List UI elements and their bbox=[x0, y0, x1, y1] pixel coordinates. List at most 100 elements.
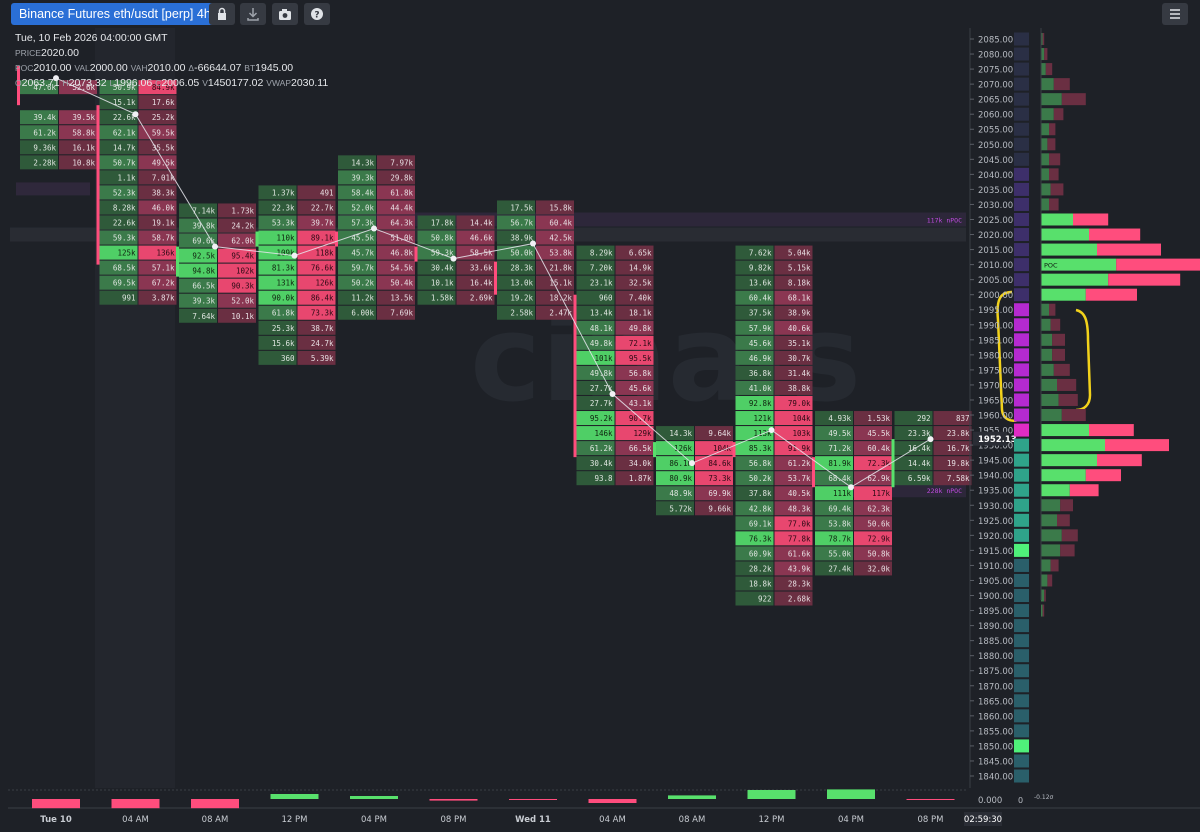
help-icon[interactable]: ? bbox=[304, 3, 330, 25]
buy-volume-label: 10.1k bbox=[431, 279, 454, 288]
sell-cell bbox=[297, 260, 336, 275]
sell-volume-label: 77.8k bbox=[788, 534, 811, 543]
download-icon[interactable] bbox=[240, 3, 266, 25]
buy-volume-label: 5.72k bbox=[669, 504, 692, 513]
buy-volume-label: 81.3k bbox=[272, 264, 295, 273]
candle-body bbox=[414, 246, 418, 262]
sell-volume-label: 24.7k bbox=[311, 339, 334, 348]
sell-cell bbox=[297, 275, 336, 290]
buy-cell bbox=[815, 516, 853, 531]
sell-volume-label: 95.5k bbox=[629, 354, 652, 363]
buy-volume-label: 131k bbox=[276, 279, 295, 288]
profile-sell-bar bbox=[1044, 48, 1048, 61]
lock-icon[interactable] bbox=[209, 3, 235, 25]
buy-cell bbox=[894, 411, 933, 426]
buy-volume-label: 86.1k bbox=[669, 459, 692, 468]
heat-cell bbox=[1014, 724, 1029, 738]
buy-cell bbox=[735, 365, 774, 380]
sell-cell bbox=[456, 275, 495, 290]
buy-cell bbox=[338, 305, 376, 320]
buy-cell bbox=[735, 245, 774, 260]
sell-cell bbox=[377, 305, 415, 320]
menu-icon[interactable] bbox=[1162, 3, 1188, 25]
time-tick-label: 04 AM bbox=[122, 815, 149, 825]
vwap-point bbox=[848, 484, 854, 491]
sell-cell bbox=[774, 411, 813, 426]
sell-cell bbox=[138, 215, 177, 230]
sell-cell bbox=[615, 335, 654, 350]
profile-sell-bar bbox=[1053, 108, 1064, 121]
sell-cell bbox=[138, 110, 177, 125]
buy-volume-label: 61.2k bbox=[33, 128, 56, 137]
vwap-point bbox=[768, 427, 775, 434]
sell-volume-label: 2.68k bbox=[788, 595, 811, 604]
buy-volume-label: 292 bbox=[917, 414, 931, 423]
sell-volume-label: 76.6k bbox=[311, 264, 334, 273]
time-tick-label: 08 PM bbox=[441, 815, 467, 825]
vwap-point bbox=[450, 255, 457, 262]
buy-cell bbox=[99, 260, 138, 275]
candle-body bbox=[176, 246, 179, 277]
heat-cell bbox=[1014, 423, 1029, 437]
sell-cell bbox=[774, 365, 813, 380]
price-tick-label: 1995.00 bbox=[978, 306, 1013, 316]
vwap-point bbox=[689, 460, 695, 467]
price-tick-label: 1940.00 bbox=[978, 472, 1013, 482]
sell-cell bbox=[615, 380, 654, 395]
profile-buy-bar bbox=[1041, 228, 1089, 241]
buy-cell bbox=[815, 501, 853, 516]
buy-volume-label: 1.1k bbox=[117, 173, 136, 182]
buy-cell bbox=[576, 260, 615, 275]
buy-volume-label: 36.8k bbox=[749, 369, 772, 378]
buy-volume-label: 48.1k bbox=[590, 324, 613, 333]
buy-volume-label: 8.29k bbox=[590, 249, 613, 258]
candle-body bbox=[812, 457, 815, 488]
sell-volume-label: 61.8k bbox=[390, 188, 413, 197]
vwap-point bbox=[371, 225, 377, 232]
buy-cell bbox=[99, 200, 138, 215]
sell-volume-label: 72.3k bbox=[867, 459, 890, 468]
candle-bodies bbox=[17, 66, 895, 488]
buy-volume-label: 30.4k bbox=[431, 264, 454, 273]
buy-volume-label: 11.2k bbox=[351, 294, 374, 303]
buy-cell bbox=[735, 335, 774, 350]
sell-volume-label: 57.1k bbox=[152, 264, 175, 273]
sell-volume-label: 73.3k bbox=[708, 474, 731, 483]
camera-icon[interactable] bbox=[272, 3, 298, 25]
buy-volume-label: 28.2k bbox=[749, 564, 772, 573]
profile-sell-bar bbox=[1089, 424, 1134, 437]
sell-volume-label: 51.0k bbox=[390, 234, 413, 243]
sell-volume-label: 15.8k bbox=[549, 203, 572, 212]
price-tick-label: 1870.00 bbox=[978, 682, 1013, 692]
buy-cell bbox=[99, 125, 138, 140]
buy-volume-label: 90.0k bbox=[272, 294, 295, 303]
price-tick-label: 2045.00 bbox=[978, 156, 1013, 166]
vwap-point bbox=[530, 240, 536, 247]
sell-cell bbox=[297, 215, 336, 230]
sell-volume-label: 5.04k bbox=[788, 249, 811, 258]
annotation-bracket bbox=[1075, 308, 1092, 412]
annotations bbox=[996, 290, 1092, 422]
sell-cell bbox=[297, 230, 336, 245]
profile-buy-bar bbox=[1041, 454, 1097, 467]
vwap-point bbox=[291, 252, 298, 259]
heat-cell bbox=[1014, 694, 1029, 708]
profile-sell-bar bbox=[1049, 303, 1056, 316]
price-tick-label: 2050.00 bbox=[978, 141, 1013, 151]
profile-buy-bar bbox=[1041, 469, 1086, 482]
price-tick-label: 2010.00 bbox=[978, 261, 1013, 271]
profile-sell-bar bbox=[1061, 93, 1086, 106]
sell-cell bbox=[59, 155, 97, 170]
buy-cell bbox=[735, 380, 774, 395]
candle-body bbox=[96, 105, 100, 265]
sell-cell bbox=[854, 561, 892, 576]
sell-cell bbox=[59, 110, 97, 125]
buy-volume-label: 7.64k bbox=[192, 312, 215, 321]
buy-cell bbox=[735, 576, 774, 591]
sell-volume-label: 40.5k bbox=[788, 489, 811, 498]
toolbar: Binance Futures eth/usdt [perp] 4h ? bbox=[0, 0, 1200, 28]
heat-cell bbox=[1014, 258, 1029, 272]
buy-cell bbox=[735, 486, 774, 501]
chart-title-button[interactable]: Binance Futures eth/usdt [perp] 4h bbox=[11, 3, 219, 25]
